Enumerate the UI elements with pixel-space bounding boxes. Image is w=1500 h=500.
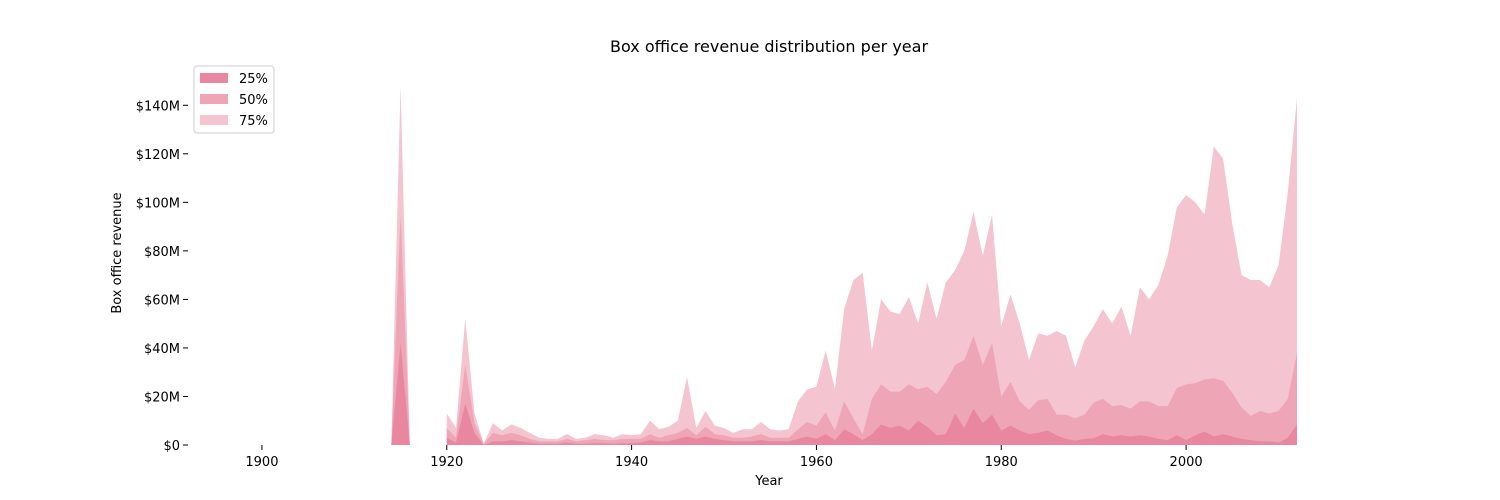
x-tick-label-1980: 1980 xyxy=(985,455,1018,470)
x-tick-label-1940: 1940 xyxy=(615,455,648,470)
y-axis-label: Box office revenue xyxy=(110,192,125,313)
chart-title: Box office revenue distribution per year xyxy=(610,37,928,56)
legend-swatch-25pct xyxy=(200,73,228,83)
legend: 25% 50% 75% xyxy=(193,65,275,134)
y-tick-label-$120M: $120M xyxy=(136,148,180,163)
y-axis: $0 $20M $40M $60M $80M $100M $120M $140M xyxy=(136,99,188,454)
x-tick-label-1920: 1920 xyxy=(430,455,463,470)
x-tick-label-1960: 1960 xyxy=(800,455,833,470)
legend-swatch-50pct xyxy=(200,94,228,104)
legend-label-50pct: 50% xyxy=(239,93,268,108)
x-axis: 1900 1920 1940 1960 1980 2000 xyxy=(245,445,1203,470)
legend-swatch-75pct xyxy=(200,115,228,125)
area-75pct-segment-1 xyxy=(446,97,1297,446)
y-tick-label-$80M: $80M xyxy=(144,245,180,260)
y-tick-label-$100M: $100M xyxy=(136,196,180,211)
area-25pct-segment-0 xyxy=(391,343,410,445)
x-axis-label: Year xyxy=(754,474,783,489)
y-tick-label-$40M: $40M xyxy=(144,342,180,357)
area-50pct-segment-1 xyxy=(446,335,1297,445)
y-tick-label-$140M: $140M xyxy=(136,99,180,114)
y-tick-label-$0: $0 xyxy=(163,439,180,454)
x-tick-label-2000: 2000 xyxy=(1170,455,1203,470)
legend-label-75pct: 75% xyxy=(239,114,268,129)
area-25pct-segment-1 xyxy=(446,403,1297,445)
legend-label-25pct: 25% xyxy=(239,72,268,87)
x-tick-label-1900: 1900 xyxy=(245,455,278,470)
area-layers xyxy=(391,85,1297,446)
y-tick-label-$20M: $20M xyxy=(144,390,180,405)
area-50pct-segment-0 xyxy=(391,214,410,445)
y-tick-label-$60M: $60M xyxy=(144,293,180,308)
